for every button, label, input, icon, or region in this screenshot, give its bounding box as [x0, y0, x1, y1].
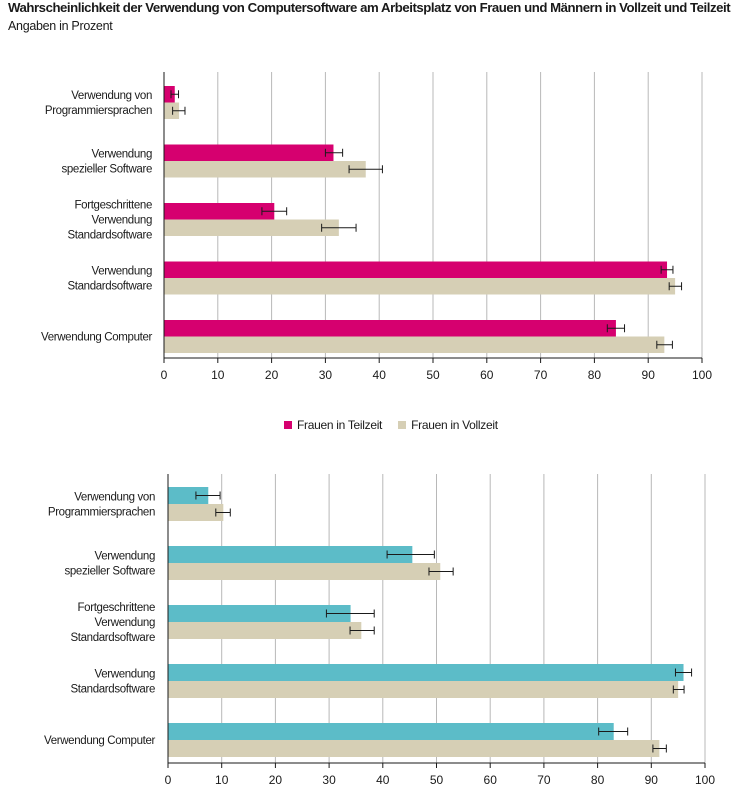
- x-tick-label: 60: [484, 773, 498, 787]
- category-label: Fortgeschrittene Verwendung Standardsoftwa…: [70, 602, 155, 644]
- x-tick-label: 20: [269, 773, 283, 787]
- legend-item-teilzeit: Frauen in Teilzeit: [284, 418, 382, 432]
- legend-swatch-vollzeit: [398, 421, 407, 429]
- category-label-line: Verwendung von: [74, 492, 155, 504]
- bar: [168, 740, 660, 757]
- category-label-line: spezieller Software: [64, 566, 155, 578]
- x-tick-label: 40: [376, 773, 390, 787]
- category-label-line: Programmiersprachen: [45, 105, 152, 117]
- bar: [164, 102, 180, 119]
- category-label-line: Verwendung: [92, 215, 152, 227]
- x-tick-label: 0: [161, 368, 168, 382]
- category-label-line: Verwendung: [92, 149, 152, 161]
- x-tick-label: 80: [591, 773, 605, 787]
- category-label-line: Verwendung Computer: [44, 735, 155, 747]
- bar: [164, 261, 668, 278]
- bar: [168, 605, 351, 622]
- x-tick-label: 90: [645, 773, 659, 787]
- x-tick-label: 100: [692, 368, 712, 382]
- bar: [168, 546, 413, 563]
- x-tick-label: 30: [319, 368, 333, 382]
- bar: [164, 219, 339, 236]
- bar: [168, 622, 362, 639]
- chart-title: Wahrscheinlichkeit der Verwendung von Co…: [8, 0, 731, 15]
- x-tick-label: 90: [642, 368, 656, 382]
- legend-swatch-teilzeit: [284, 421, 292, 429]
- category-label-line: Fortgeschrittene: [78, 602, 156, 614]
- x-tick-label: 10: [215, 773, 229, 787]
- category-label-line: Standardsoftware: [70, 684, 155, 696]
- category-label-line: Verwendung Computer: [41, 332, 152, 344]
- bar: [168, 504, 224, 521]
- category-label-line: Programmiersprachen: [48, 507, 155, 519]
- x-tick-label: 50: [426, 368, 440, 382]
- category-label: Verwendung Computer: [41, 332, 152, 344]
- x-tick-label: 70: [534, 368, 548, 382]
- legend-label-vollzeit: Frauen in Vollzeit: [411, 418, 498, 432]
- bar: [168, 681, 679, 698]
- category-label: Verwendung von Programmiersprachen: [45, 90, 152, 117]
- category-label-line: Fortgeschrittene: [75, 200, 153, 212]
- x-tick-label: 50: [430, 773, 444, 787]
- bar: [168, 664, 684, 681]
- bar: [164, 336, 665, 353]
- category-label: Verwendung Standardsoftware: [70, 669, 155, 696]
- x-tick-label: 70: [537, 773, 551, 787]
- bar: [168, 487, 209, 504]
- bar: [168, 563, 441, 580]
- bar: [164, 86, 175, 103]
- x-tick-label: 10: [211, 368, 225, 382]
- category-label-line: Verwendung: [95, 551, 155, 563]
- category-label-line: Verwendung: [95, 669, 155, 681]
- bar: [164, 161, 366, 178]
- legend-item-vollzeit: Frauen in Vollzeit: [398, 418, 498, 432]
- category-label: Verwendung spezieller Software: [61, 149, 152, 176]
- bar-chart-frauen: Verwendung von ProgrammiersprachenVerwend…: [41, 72, 712, 382]
- category-label: Verwendung Standardsoftware: [67, 266, 152, 293]
- category-label-line: Standardsoftware: [67, 281, 152, 293]
- x-tick-label: 0: [165, 773, 172, 787]
- bar: [164, 320, 616, 337]
- category-label-line: spezieller Software: [61, 164, 152, 176]
- legend: Frauen in Teilzeit Frauen in Vollzeit: [284, 418, 514, 432]
- bar-chart-maenner: Verwendung von ProgrammiersprachenVerwend…: [44, 474, 715, 787]
- bar: [164, 144, 334, 161]
- x-tick-label: 40: [373, 368, 387, 382]
- category-label-line: Standardsoftware: [70, 632, 155, 644]
- category-label-line: Verwendung: [92, 266, 152, 278]
- category-label: Verwendung Computer: [44, 735, 155, 747]
- category-label-line: Verwendung von: [71, 90, 152, 102]
- chart-subtitle: Angaben in Prozent: [8, 19, 113, 33]
- x-tick-label: 100: [695, 773, 715, 787]
- category-label: Fortgeschrittene Verwendung Standardsoftwa…: [67, 200, 152, 242]
- bar: [168, 723, 614, 740]
- category-label-line: Standardsoftware: [67, 230, 152, 242]
- x-tick-label: 60: [480, 368, 494, 382]
- legend-label-teilzeit: Frauen in Teilzeit: [297, 418, 383, 432]
- bar: [164, 203, 275, 220]
- x-tick-label: 80: [588, 368, 602, 382]
- x-tick-label: 20: [265, 368, 279, 382]
- category-label-line: Verwendung: [95, 617, 155, 629]
- category-label: Verwendung von Programmiersprachen: [48, 492, 155, 519]
- x-tick-label: 30: [322, 773, 336, 787]
- category-label: Verwendung spezieller Software: [64, 551, 155, 578]
- bar: [164, 278, 676, 295]
